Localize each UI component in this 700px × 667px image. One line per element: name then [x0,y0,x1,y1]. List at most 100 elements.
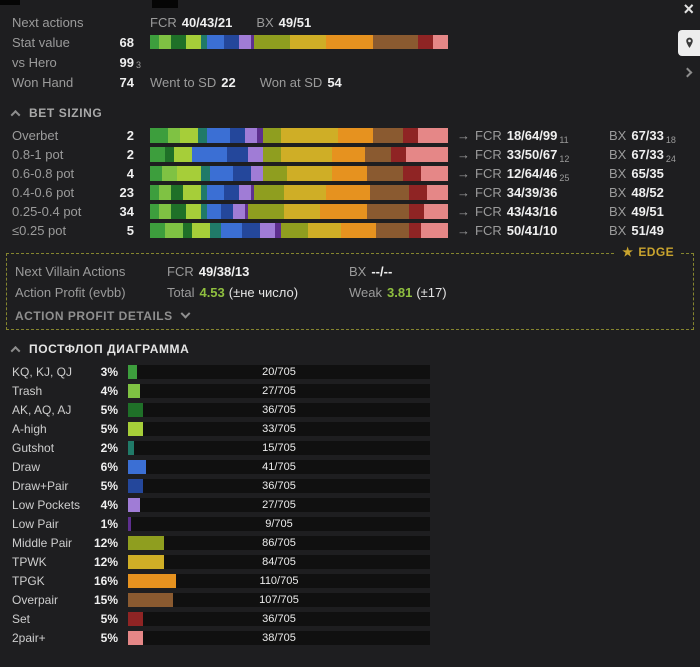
hand-category-count: 86/705 [262,536,296,549]
range-segment [373,128,404,143]
fcr-value: 43/43/16 [506,204,558,219]
range-segment [421,223,448,238]
chevron-up-icon [10,345,21,356]
range-segment [158,204,171,219]
range-segment [185,35,201,49]
range-segment [367,204,410,219]
next-actions-label: Next actions [12,14,84,30]
bet-range-bar [150,204,448,219]
action-profit-details-toggle[interactable]: ACTION PROFIT DETAILS [15,308,685,323]
bet-sizing-row: ≤0.25 pot 5 → FCR 50/41/10 BX 51/49 [0,221,700,240]
stat-value-bar-wrap [150,35,448,49]
bet-fcr-stat: → FCR 43/43/16 [457,204,609,219]
range-segment [150,35,159,49]
fcr-label: FCR [150,14,177,30]
range-segment [331,147,365,162]
hand-category-count: 33/705 [262,422,296,435]
bet-size-value: 2 [126,147,134,162]
bx-label: BX [609,128,627,143]
hand-category-percent: 4% [100,497,118,512]
bx-value: 48/52 [631,185,664,200]
range-segment [200,166,210,181]
hand-category-fill [128,478,144,493]
action-profit-row: Action Profit (evbb) Total 4.53 (±не число… [15,282,685,303]
bet-sizing-rows: Overbet 2 → FCR 18/64/99 11 BX 67/33 18 0.8-1… [0,126,700,240]
bet-size-label: ≤0.25 pot [12,223,67,238]
hand-category-label: Low Pair [12,516,59,531]
pin-icon [685,37,693,48]
won-at-sd-label: Won at SD [259,74,323,90]
villain-actions-row: Next Villain Actions FCR 49/38/13 BX --/-- [15,261,685,282]
range-segment [284,204,320,219]
range-segment [373,35,419,49]
bet-sizing-header[interactable]: BET SIZING [10,106,700,120]
bet-sizing-row: 0.8-1 pot 2 → FCR 33/50/67 12 BX 67/33 24 [0,145,700,164]
range-segment [337,128,374,143]
range-segment [367,166,404,181]
range-segment [170,185,183,200]
weak-label: Weak [349,285,382,300]
range-segment [173,147,192,162]
bx-value: 49/51 [278,14,312,30]
bet-bx-stat: BX 67/33 24 [609,147,676,164]
hand-category-label: AK, AQ, AJ [12,402,72,417]
fcr-label: FCR [475,128,502,143]
range-segment [221,204,234,219]
range-segment [281,147,332,162]
hand-category-fill [128,364,138,379]
range-segment [421,166,448,181]
range-segment [179,128,198,143]
range-segment [191,223,210,238]
hand-category-fill [128,630,144,645]
range-segment [164,147,174,162]
range-segment [206,35,225,49]
won-hand-number: 74 [119,74,134,90]
hand-category-count: 36/705 [262,479,296,492]
bet-size-label: 0.4-0.6 pot [12,185,75,200]
range-segment [182,185,201,200]
range-segment [158,185,171,200]
bet-range-bar [150,128,448,143]
won-hand-label: Won Hand [12,74,74,90]
range-segment [403,128,419,143]
postflop-diagram-rows: KQ, KJ, QJ 3% 20/705 Trash 4% 27/705 AK,… [0,362,700,647]
total-label: Total [167,285,195,300]
arrow-icon: → [457,223,470,238]
close-icon[interactable]: × [683,0,694,19]
range-segment [242,223,261,238]
stat-value-row: Stat value 68 [12,32,700,52]
pin-button[interactable] [678,30,700,56]
total-value: 4.53 [199,285,225,300]
sample-size-sub: 11 [559,135,569,145]
bx-label: BX [609,185,627,200]
stat-value-label: Stat value [12,34,70,50]
hand-category-label: Draw+Pair [12,478,69,493]
bx-value: 67/33 [631,147,664,162]
range-segment [200,204,207,219]
range-segment [221,223,243,238]
range-segment [406,147,448,162]
range-segment [182,223,192,238]
range-segment [176,166,201,181]
range-segment [260,223,276,238]
range-segment [227,147,249,162]
arrow-icon: → [457,204,470,219]
diagram-row: Low Pair 1% 9/705 [0,514,700,533]
bet-size-label: Overbet [12,128,59,143]
bx-label: BX [609,147,627,162]
bet-bx-stat: BX 51/49 [609,223,666,238]
bet-size-value: 5 [126,223,134,238]
bet-size-label: 0.8-1 pot [12,147,64,162]
bx-value: 51/49 [631,223,664,238]
range-segment [251,35,255,49]
postflop-diagram-header[interactable]: ПОСТФЛОП ДИАГРАММА [10,342,700,356]
range-segment [263,128,282,143]
stat-value-number: 68 [119,34,134,50]
expand-right-button[interactable] [682,64,693,79]
bx-label: BX [349,264,367,279]
weak-note: (±17) [416,285,447,300]
bet-sizing-row: 0.25-0.4 pot 34 → FCR 43/43/16 BX 49/51 [0,202,700,221]
range-segment [307,223,341,238]
bet-range-bar [150,147,448,162]
bet-bx-stat: BX 67/33 18 [609,128,676,145]
